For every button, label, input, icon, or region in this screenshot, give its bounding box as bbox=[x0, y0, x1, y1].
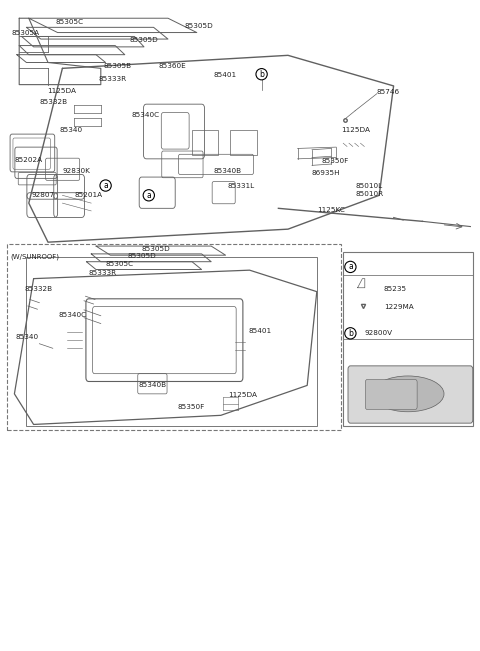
Text: 85010L: 85010L bbox=[355, 183, 383, 189]
Text: 85305C: 85305C bbox=[106, 261, 134, 268]
Text: 85202A: 85202A bbox=[14, 157, 43, 163]
Text: 86935H: 86935H bbox=[312, 169, 341, 176]
Text: a: a bbox=[103, 181, 108, 190]
Text: b: b bbox=[348, 329, 353, 338]
Text: 85305D: 85305D bbox=[185, 23, 214, 29]
Text: 85305D: 85305D bbox=[130, 37, 158, 44]
FancyBboxPatch shape bbox=[365, 380, 417, 409]
Text: 1125DA: 1125DA bbox=[47, 88, 76, 94]
Text: 85746: 85746 bbox=[377, 89, 400, 96]
Text: 85333R: 85333R bbox=[89, 270, 117, 277]
Text: (W/SUNROOF): (W/SUNROOF) bbox=[11, 254, 60, 260]
Text: 85010R: 85010R bbox=[355, 191, 384, 197]
Text: 85340C: 85340C bbox=[59, 312, 87, 318]
Text: 85340: 85340 bbox=[60, 127, 83, 133]
Text: 85350F: 85350F bbox=[178, 404, 205, 410]
Text: 85235: 85235 bbox=[384, 286, 407, 292]
Text: 92800V: 92800V bbox=[365, 330, 393, 337]
Text: 85340: 85340 bbox=[15, 333, 38, 340]
Text: 1125DA: 1125DA bbox=[228, 392, 257, 398]
FancyBboxPatch shape bbox=[348, 366, 473, 423]
Text: 92830K: 92830K bbox=[62, 168, 90, 174]
Bar bbox=[7, 244, 341, 430]
Bar bbox=[343, 252, 473, 426]
Bar bbox=[230, 130, 257, 155]
Text: 85305D: 85305D bbox=[127, 253, 156, 260]
Bar bbox=[26, 257, 317, 426]
FancyBboxPatch shape bbox=[86, 299, 243, 381]
Text: 85332B: 85332B bbox=[39, 98, 68, 105]
Text: 85360E: 85360E bbox=[158, 63, 186, 70]
Text: 1229MA: 1229MA bbox=[384, 304, 414, 311]
Text: 85401: 85401 bbox=[249, 327, 272, 334]
Text: a: a bbox=[348, 262, 353, 271]
Text: 85350F: 85350F bbox=[322, 158, 349, 165]
Text: 85332B: 85332B bbox=[25, 286, 53, 292]
Ellipse shape bbox=[372, 376, 444, 412]
Text: 85340B: 85340B bbox=[214, 168, 242, 174]
Bar bbox=[192, 130, 218, 155]
Text: b: b bbox=[259, 70, 264, 79]
Text: a: a bbox=[146, 191, 151, 200]
Text: 85201A: 85201A bbox=[74, 192, 103, 199]
Text: 85305A: 85305A bbox=[12, 30, 40, 36]
Text: 85331L: 85331L bbox=[228, 183, 255, 189]
Text: 92807: 92807 bbox=[31, 192, 54, 199]
Text: 85305C: 85305C bbox=[55, 19, 84, 25]
Text: 85305D: 85305D bbox=[142, 245, 170, 252]
Text: 85340B: 85340B bbox=[138, 382, 167, 389]
Text: 85340C: 85340C bbox=[132, 111, 160, 118]
Text: 1125DA: 1125DA bbox=[341, 127, 370, 133]
Text: 1125KC: 1125KC bbox=[317, 206, 345, 213]
Text: 85305B: 85305B bbox=[103, 63, 132, 70]
Text: 85333R: 85333R bbox=[98, 76, 127, 83]
Text: 85401: 85401 bbox=[214, 72, 237, 78]
